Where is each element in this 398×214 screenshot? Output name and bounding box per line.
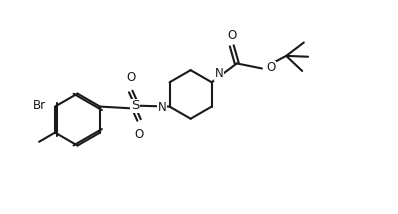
Text: Br: Br [33, 99, 46, 112]
Text: O: O [266, 61, 275, 74]
Text: O: O [135, 128, 144, 141]
Text: O: O [126, 71, 135, 84]
Text: O: O [227, 29, 236, 42]
Text: S: S [131, 99, 139, 112]
Text: N: N [215, 67, 224, 80]
Text: N: N [158, 101, 166, 114]
